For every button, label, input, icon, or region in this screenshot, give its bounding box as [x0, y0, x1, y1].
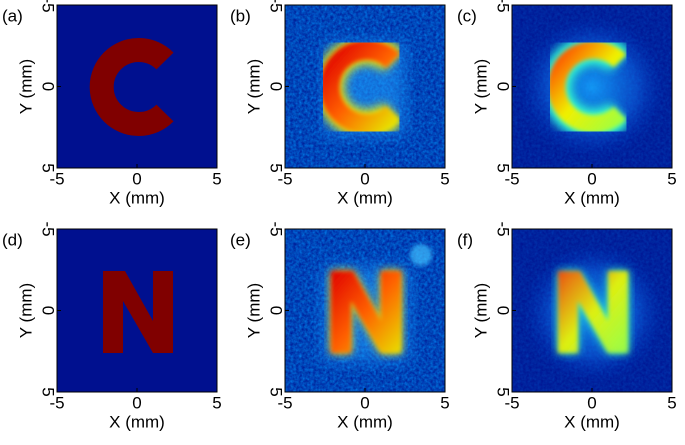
y-tick-label: 0 [494, 306, 513, 315]
x-tick-label: 0 [587, 169, 596, 188]
y-tick-label: 0 [267, 82, 286, 91]
x-tick-label: 5 [440, 393, 449, 412]
letter-shape [558, 271, 628, 353]
x-tick-label: -5 [504, 393, 519, 412]
x-tick-label: 5 [667, 393, 676, 412]
panel-label: (b) [230, 6, 251, 25]
x-tick-label: 5 [212, 393, 221, 412]
y-tick-label: 5 [494, 387, 513, 396]
x-tick-label: -5 [49, 169, 64, 188]
x-tick-label: 0 [360, 169, 369, 188]
x-tick-label: -5 [49, 393, 64, 412]
y-tick-label: -5 [494, 221, 513, 236]
noise [512, 5, 672, 168]
letter-shape [547, 41, 627, 133]
y-axis-label: Y (mm) [471, 59, 490, 114]
y-tick-label: -5 [39, 0, 58, 13]
y-tick-label: 5 [267, 163, 286, 172]
y-tick-label: 0 [39, 82, 58, 91]
x-axis-label: X (mm) [109, 412, 165, 431]
y-axis-label: Y (mm) [244, 59, 263, 114]
y-tick-label: -5 [267, 221, 286, 236]
y-tick-label: 0 [494, 82, 513, 91]
y-tick-label: 5 [39, 387, 58, 396]
letter-shape [331, 271, 401, 353]
image [512, 229, 672, 392]
image [285, 229, 445, 392]
panel-label: (c) [457, 6, 477, 25]
y-axis-label: Y (mm) [244, 283, 263, 338]
x-axis-label: X (mm) [564, 412, 620, 431]
y-tick-label: 5 [39, 163, 58, 172]
background [57, 5, 217, 168]
x-tick-label: -5 [504, 169, 519, 188]
panel-label: (d) [2, 230, 23, 249]
x-tick-label: 0 [360, 393, 369, 412]
y-tick-label: 0 [39, 306, 58, 315]
y-axis-label: Y (mm) [16, 283, 35, 338]
y-tick-label: 0 [267, 306, 286, 315]
panel-label: (f) [457, 230, 473, 249]
x-tick-label: -5 [277, 169, 292, 188]
x-axis-label: X (mm) [109, 188, 165, 207]
x-tick-label: 0 [587, 393, 596, 412]
x-tick-label: 0 [132, 169, 141, 188]
x-tick-label: 0 [132, 393, 141, 412]
panel-label: (a) [2, 6, 23, 25]
y-tick-label: 5 [494, 163, 513, 172]
y-tick-label: 5 [267, 387, 286, 396]
letter-shape [319, 40, 401, 134]
x-tick-label: 5 [667, 169, 676, 188]
image [285, 5, 445, 168]
image [57, 5, 217, 168]
letter-shape [103, 271, 173, 353]
letter-shape [89, 38, 174, 136]
y-tick-label: -5 [39, 221, 58, 236]
x-tick-label: -5 [277, 393, 292, 412]
spot [410, 244, 432, 266]
x-axis-label: X (mm) [337, 412, 393, 431]
x-tick-label: 5 [440, 169, 449, 188]
x-axis-label: X (mm) [564, 188, 620, 207]
panel-label: (e) [230, 230, 251, 249]
y-axis-label: Y (mm) [471, 283, 490, 338]
image [57, 229, 217, 392]
image [512, 5, 672, 168]
y-tick-label: -5 [494, 0, 513, 13]
y-axis-label: Y (mm) [16, 59, 35, 114]
y-tick-label: -5 [267, 0, 286, 13]
x-tick-label: 5 [212, 169, 221, 188]
x-axis-label: X (mm) [337, 188, 393, 207]
